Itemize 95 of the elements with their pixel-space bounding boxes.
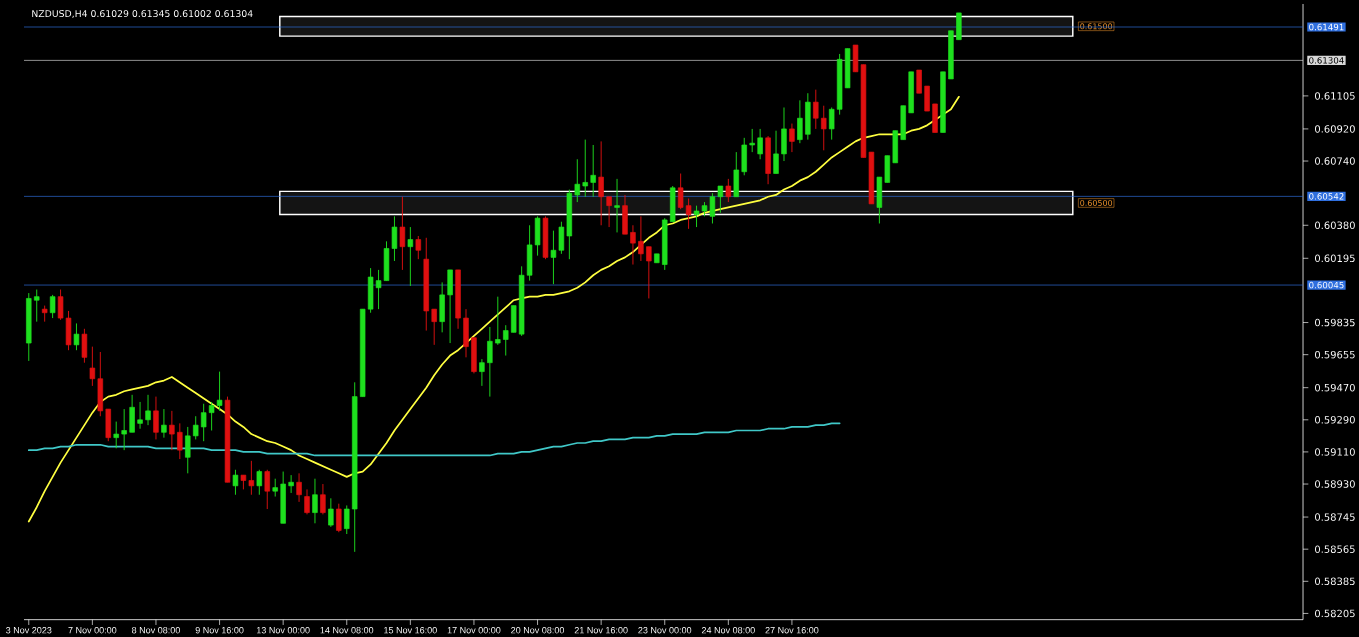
candlestick — [177, 422, 183, 460]
candlestick — [344, 504, 350, 535]
candlestick — [677, 173, 684, 210]
candlestick — [264, 469, 270, 510]
candlestick — [113, 421, 119, 449]
x-tick-label: 14 Nov 08:00 — [320, 627, 374, 634]
candlestick — [773, 130, 779, 174]
candlestick — [797, 99, 803, 144]
candlestick — [161, 408, 167, 439]
candlestick — [407, 226, 414, 287]
y-tick-label: 0.60920 — [1315, 125, 1355, 133]
candlestick — [208, 401, 215, 431]
candlestick — [34, 289, 40, 323]
candlestick — [487, 326, 493, 398]
candlestick — [399, 196, 406, 271]
candlestick — [606, 196, 612, 228]
candlestick — [89, 346, 96, 387]
candlestick — [169, 410, 175, 451]
y-tick-label: 0.59835 — [1315, 318, 1355, 327]
y-tick-label: 0.60195 — [1315, 254, 1355, 263]
candlestick — [288, 474, 294, 494]
candlestick — [685, 198, 692, 230]
candlestick — [646, 246, 652, 299]
y-tick-label: 0.59655 — [1315, 350, 1355, 359]
candlestick — [153, 396, 159, 440]
candlestick — [503, 324, 509, 357]
candlestick — [81, 328, 88, 364]
candlestick — [193, 415, 199, 440]
x-tick-label: 7 Nov 00:00 — [68, 627, 117, 634]
x-tick-label: 3 Nov 2023 — [6, 627, 52, 634]
x-tick-label: 9 Nov 16:00 — [195, 627, 244, 634]
y-tick-label: 0.60380 — [1315, 221, 1355, 230]
candlestick — [121, 408, 127, 451]
candlestick — [582, 139, 588, 198]
candlestick — [828, 107, 835, 141]
candlestick — [304, 488, 310, 515]
x-tick-label: 24 Nov 08:00 — [701, 627, 755, 634]
x-tick-label: 17 Nov 00:00 — [447, 627, 501, 634]
candlestick — [216, 371, 223, 412]
candlestick — [590, 144, 596, 198]
candlestick — [320, 483, 326, 515]
y-tick-label: 0.59290 — [1315, 416, 1355, 424]
candlestick — [312, 478, 318, 524]
y-tick-label: 0.59110 — [1315, 448, 1355, 456]
y-tick-label: 0.58565 — [1315, 545, 1355, 553]
candlestick — [336, 503, 342, 533]
y-tick-label: 0.60740 — [1315, 157, 1355, 165]
candlestick — [495, 296, 501, 346]
candlestick — [73, 322, 80, 351]
x-tick-label: 13 Nov 00:00 — [256, 627, 310, 634]
candlestick — [479, 358, 485, 387]
candlestick — [749, 128, 755, 153]
x-tick-label: 21 Nov 16:00 — [574, 627, 628, 634]
candlestick — [789, 123, 795, 153]
ref-line-label: 0.61491 — [1309, 23, 1344, 31]
y-tick-label: 0.59470 — [1315, 383, 1355, 392]
candlestick — [232, 469, 239, 496]
text: NZDUSD,H4 0.61029 0.61345 0.61002 0.61304 — [32, 10, 253, 18]
candlestick — [630, 224, 636, 266]
candlestick — [558, 221, 565, 255]
candlestick — [49, 294, 56, 319]
candlestick — [185, 426, 191, 474]
y-tick-label: 0.61105 — [1315, 92, 1355, 100]
y-tick-label: 0.58930 — [1315, 480, 1355, 488]
x-tick-label: 15 Nov 16:00 — [384, 627, 437, 634]
y-tick-label: 0.58385 — [1315, 577, 1355, 586]
candlestick — [431, 308, 437, 346]
candlestick — [574, 158, 581, 203]
candlestick — [614, 178, 620, 233]
candlestick — [725, 178, 732, 203]
candlestick — [256, 469, 263, 496]
candlestick — [248, 460, 255, 496]
ref-line-label: 0.60542 — [1309, 193, 1344, 200]
candlestick — [598, 140, 604, 226]
candlestick — [145, 394, 151, 426]
y-tick-label: 0.58205 — [1315, 609, 1355, 618]
candlestick — [550, 230, 557, 285]
candlestick — [638, 215, 644, 262]
candlestick — [200, 403, 207, 442]
x-tick-label: 23 Nov 00:00 — [638, 627, 692, 634]
x-tick-label: 8 Nov 08:00 — [132, 627, 180, 634]
x-tick-label: 20 Nov 08:00 — [511, 627, 565, 634]
y-tick-label: 0.58745 — [1315, 513, 1355, 521]
ref-line-label: 0.61304 — [1309, 57, 1344, 64]
candlestick — [328, 497, 334, 528]
x-tick-label: 27 Nov 16:00 — [765, 627, 819, 634]
ref-line-label: 0.60045 — [1309, 281, 1344, 289]
candlestick — [296, 472, 302, 503]
candlestick — [137, 401, 143, 430]
candlestick — [821, 105, 827, 151]
candlestick — [916, 69, 922, 94]
candlestick — [415, 235, 422, 260]
candlestick — [717, 185, 724, 214]
candlestick — [757, 128, 763, 160]
candlestick — [813, 89, 819, 130]
